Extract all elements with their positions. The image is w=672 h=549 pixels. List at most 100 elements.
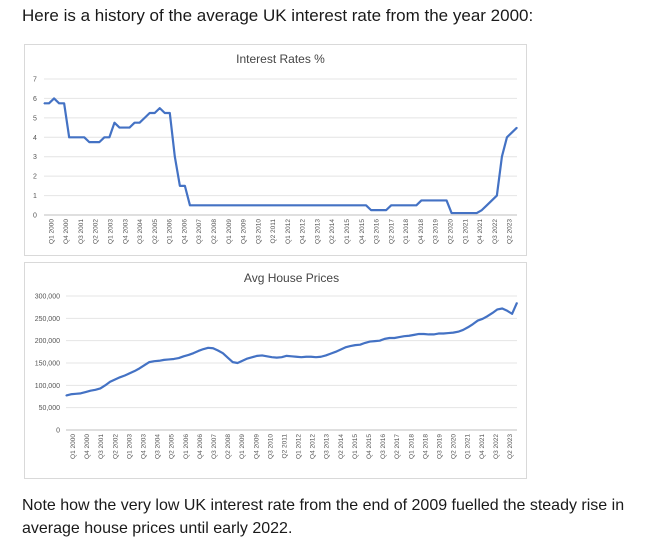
price-x-tick-label: Q4 2003 (141, 434, 148, 459)
rate-x-tick-label: Q3 2019 (433, 219, 440, 244)
price-data-point (143, 364, 146, 366)
rate-data-point (435, 199, 438, 202)
rate-data-point (164, 112, 166, 114)
price-data-point (447, 332, 449, 334)
price-data-point (491, 312, 494, 314)
rate-x-tick-label: Q4 2006 (181, 219, 188, 244)
price-data-point (104, 384, 106, 386)
price-data-point (148, 361, 150, 363)
rate-x-tick-label: Q4 2009 (241, 219, 248, 244)
rate-data-point (491, 199, 493, 202)
rate-data-point (259, 204, 261, 206)
rate-data-point (496, 194, 498, 197)
price-data-point (442, 332, 445, 335)
rate-data-point (385, 209, 387, 211)
rate-data-point (420, 199, 422, 202)
price-data-point (486, 315, 489, 317)
price-data-point (506, 310, 508, 312)
rate-x-tick-label: Q1 2015 (344, 219, 351, 244)
rate-data-point (295, 204, 297, 206)
rate-x-tick-label: Q4 2021 (477, 219, 484, 244)
rate-data-point (154, 112, 156, 114)
rate-data-point (330, 204, 332, 206)
price-data-point (428, 333, 430, 336)
rate-data-point (113, 122, 116, 124)
price-data-point (413, 334, 415, 336)
rate-x-tick-label: Q2 2023 (507, 219, 514, 244)
price-x-tick-label: Q2 2008 (225, 434, 232, 459)
price-data-point (403, 335, 405, 337)
price-data-point (516, 302, 518, 304)
rate-data-point (48, 102, 50, 104)
price-data-point (310, 356, 312, 358)
rate-data-point (511, 131, 513, 134)
rate-data-point (300, 204, 302, 206)
rate-data-point (149, 112, 151, 114)
price-x-tick-label: Q4 2012 (310, 434, 317, 459)
price-x-tick-label: Q2 2017 (394, 434, 401, 459)
rate-x-tick-label: Q3 2022 (492, 219, 499, 244)
price-data-point (286, 355, 288, 357)
price-y-tick-label: 300,000 (35, 294, 60, 301)
rate-data-point (73, 136, 75, 138)
price-data-point (197, 350, 199, 352)
price-data-point (183, 355, 185, 357)
price-data-point (158, 360, 160, 362)
rate-x-tick-label: Q3 2016 (374, 219, 381, 244)
price-data-point (187, 354, 190, 356)
rate-y-tick-label: 2 (33, 174, 37, 181)
rate-data-point (224, 204, 226, 206)
price-data-point (271, 356, 273, 358)
price-data-point (119, 376, 121, 378)
price-y-tick-label: 150,000 (35, 361, 60, 368)
interest-rate-chart-svg: Interest Rates % 0 1 2 3 4 5 6 7 Q1 2000 Q4 2000 Q3… (33, 52, 518, 244)
price-data-point (256, 355, 258, 357)
rate-y-tick-label: 0 (33, 213, 37, 220)
price-x-tick-label: Q1 2012 (296, 434, 303, 459)
rate-data-point (481, 209, 483, 211)
price-data-point (178, 357, 180, 359)
rate-data-point (184, 185, 186, 187)
price-x-tick-label: Q2 2014 (338, 434, 345, 459)
rate-data-point (234, 204, 236, 206)
price-data-point (305, 356, 307, 358)
rate-data-point (365, 204, 367, 206)
price-data-point (85, 391, 87, 393)
rate-chart-title: Interest Rates % (236, 52, 325, 66)
price-data-point (114, 378, 116, 381)
price-x-tick-label: Q2 2020 (451, 434, 458, 459)
rate-x-tick-label: Q3 2007 (196, 219, 203, 244)
rate-x-tick-label: Q3 2010 (255, 219, 262, 244)
rate-data-point (103, 136, 105, 138)
rate-data-point (194, 204, 196, 206)
price-data-point (496, 308, 498, 310)
rate-data-point (516, 126, 518, 129)
rate-data-point (450, 212, 453, 214)
price-x-tick-label: Q3 2001 (98, 434, 105, 459)
price-data-point (393, 337, 396, 339)
rate-data-point (405, 204, 407, 206)
price-data-point (80, 392, 82, 394)
rate-data-point (274, 204, 277, 206)
price-data-point (457, 331, 459, 333)
price-data-point (207, 347, 209, 349)
price-data-point (192, 352, 195, 354)
rate-data-point (58, 102, 60, 104)
rate-x-tick-label: Q4 2015 (359, 219, 366, 244)
rate-data-point (144, 117, 146, 119)
rate-data-point (128, 126, 131, 129)
price-x-tick-label: Q3 2007 (211, 434, 218, 459)
rate-data-point (219, 204, 221, 206)
rate-data-point (315, 204, 317, 206)
rate-x-tick-label: Q1 2021 (462, 219, 469, 244)
rate-data-point (456, 212, 458, 214)
rate-data-point (254, 204, 256, 206)
price-data-point (75, 393, 77, 395)
rate-x-tick-label: Q3 2013 (314, 219, 321, 244)
rate-data-point (350, 204, 352, 206)
rate-x-tick-label: Q2 2017 (388, 219, 395, 244)
rate-x-tick-label: Q4 2012 (300, 219, 307, 244)
rate-data-point (370, 209, 372, 211)
price-data-point (369, 340, 371, 343)
rate-y-tick-label: 1 (33, 193, 37, 200)
